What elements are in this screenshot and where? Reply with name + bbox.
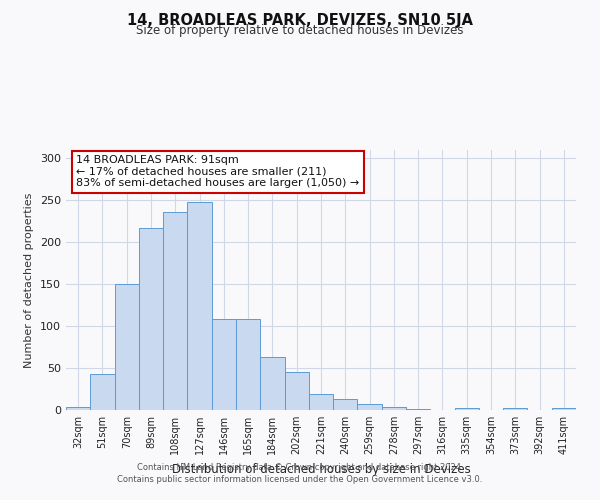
Bar [309, 394, 333, 410]
Bar [406, 409, 430, 410]
Bar [90, 374, 115, 410]
Bar [212, 320, 236, 410]
Bar [358, 404, 382, 410]
Bar [333, 399, 358, 410]
Bar [115, 284, 139, 410]
Text: 14 BROADLEAS PARK: 91sqm
← 17% of detached houses are smaller (211)
83% of semi-: 14 BROADLEAS PARK: 91sqm ← 17% of detach… [76, 155, 359, 188]
Bar [284, 372, 309, 410]
Bar [503, 408, 527, 410]
Text: Size of property relative to detached houses in Devizes: Size of property relative to detached ho… [136, 24, 464, 37]
Bar [187, 202, 212, 410]
Bar [552, 408, 576, 410]
X-axis label: Distribution of detached houses by size in Devizes: Distribution of detached houses by size … [172, 462, 470, 475]
Bar [66, 408, 90, 410]
Y-axis label: Number of detached properties: Number of detached properties [25, 192, 34, 368]
Bar [260, 357, 284, 410]
Text: Contains HM Land Registry data © Crown copyright and database right 2024.: Contains HM Land Registry data © Crown c… [137, 464, 463, 472]
Bar [455, 408, 479, 410]
Bar [382, 406, 406, 410]
Bar [163, 212, 187, 410]
Bar [236, 320, 260, 410]
Bar [139, 228, 163, 410]
Text: 14, BROADLEAS PARK, DEVIZES, SN10 5JA: 14, BROADLEAS PARK, DEVIZES, SN10 5JA [127, 12, 473, 28]
Text: Contains public sector information licensed under the Open Government Licence v3: Contains public sector information licen… [118, 474, 482, 484]
